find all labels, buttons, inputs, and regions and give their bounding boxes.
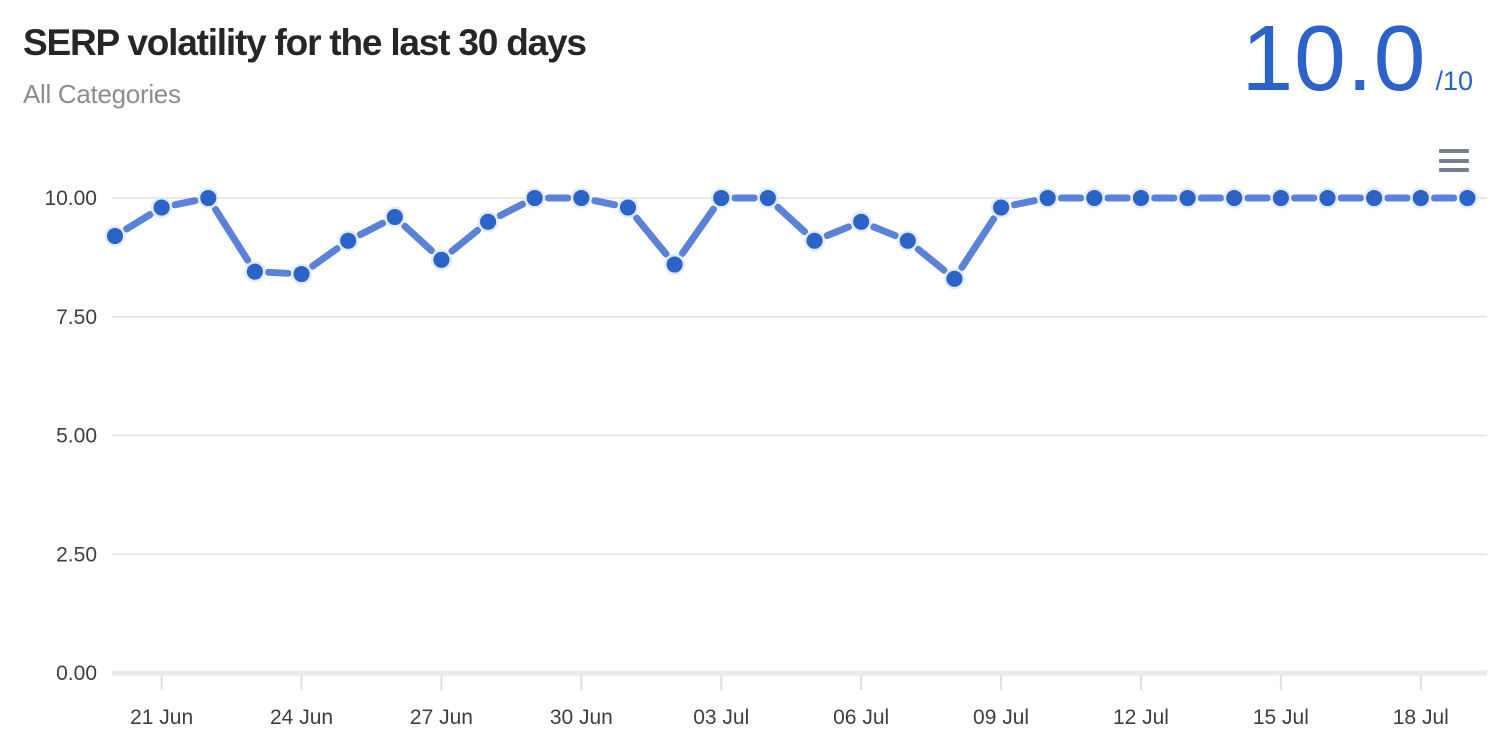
y-axis-tick-label: 10.00 bbox=[44, 187, 97, 210]
line-segment bbox=[251, 268, 306, 278]
data-point[interactable] bbox=[803, 230, 826, 252]
page-subtitle: All Categories bbox=[23, 78, 181, 109]
x-axis-tick-label: 21 Jun bbox=[130, 706, 193, 729]
score-denominator: /10 bbox=[1435, 66, 1473, 96]
line-segment bbox=[298, 237, 352, 278]
chart-menu-button[interactable] bbox=[1439, 149, 1469, 172]
widget-header: SERP volatility for the last 30 days All… bbox=[23, 22, 587, 110]
line-segment bbox=[158, 194, 212, 211]
data-point[interactable] bbox=[1270, 187, 1292, 209]
data-point[interactable] bbox=[1223, 187, 1245, 209]
data-point[interactable] bbox=[244, 261, 266, 283]
data-point[interactable] bbox=[943, 268, 965, 290]
data-point[interactable] bbox=[1410, 187, 1432, 209]
y-axis-tick-label: 2.50 bbox=[56, 543, 97, 566]
data-point[interactable] bbox=[430, 249, 452, 271]
line-segment bbox=[950, 204, 1005, 283]
data-point[interactable] bbox=[617, 196, 639, 219]
line-segment bbox=[997, 194, 1052, 211]
data-point[interactable] bbox=[337, 230, 359, 252]
line-segment bbox=[484, 194, 539, 226]
y-axis-tick-label: 7.50 bbox=[56, 306, 97, 329]
data-point[interactable] bbox=[477, 211, 499, 233]
data-point[interactable] bbox=[1363, 187, 1385, 209]
x-axis-tick-label: 30 Jun bbox=[550, 706, 613, 729]
data-point[interactable] bbox=[850, 211, 872, 233]
data-point[interactable] bbox=[1037, 187, 1059, 209]
data-point[interactable] bbox=[290, 263, 313, 285]
line-segment bbox=[811, 218, 865, 245]
x-axis-tick-label: 09 Jul bbox=[973, 706, 1029, 729]
data-point[interactable] bbox=[1456, 187, 1478, 209]
data-point[interactable] bbox=[990, 196, 1012, 219]
x-axis-tick-label: 27 Jun bbox=[410, 706, 473, 729]
page-title: SERP volatility for the last 30 days bbox=[23, 22, 587, 63]
hamburger-menu-icon bbox=[1439, 149, 1469, 172]
data-point[interactable] bbox=[524, 187, 546, 209]
line-segment bbox=[577, 194, 632, 211]
data-point[interactable] bbox=[384, 206, 406, 228]
line-segment bbox=[857, 218, 912, 245]
volatility-score: 10.0 /10 bbox=[1241, 6, 1473, 110]
x-axis-tick-label: 15 Jul bbox=[1253, 706, 1309, 729]
line-segment bbox=[204, 194, 259, 276]
data-point[interactable] bbox=[570, 187, 592, 209]
line-segment bbox=[624, 204, 679, 268]
line-segment bbox=[671, 194, 725, 268]
data-point[interactable] bbox=[710, 187, 732, 209]
x-axis-tick-label: 24 Jun bbox=[270, 706, 333, 729]
data-point[interactable] bbox=[1177, 187, 1199, 209]
data-point[interactable] bbox=[197, 187, 219, 209]
data-point[interactable] bbox=[104, 225, 126, 247]
data-point[interactable] bbox=[897, 230, 919, 252]
data-point[interactable] bbox=[664, 253, 686, 276]
x-axis-tick-label: 06 Jul bbox=[833, 706, 889, 729]
line-segment bbox=[111, 204, 166, 240]
x-axis-tick-label: 18 Jul bbox=[1393, 706, 1449, 729]
line-segment bbox=[344, 213, 399, 245]
y-axis-tick-label: 5.00 bbox=[56, 425, 97, 448]
data-point[interactable] bbox=[1083, 187, 1105, 209]
x-axis-tick-label: 03 Jul bbox=[693, 706, 749, 729]
data-point[interactable] bbox=[151, 196, 173, 219]
data-point[interactable] bbox=[1316, 187, 1339, 209]
y-axis-tick-label: 0.00 bbox=[56, 662, 97, 685]
x-axis-tick-label: 12 Jul bbox=[1113, 706, 1169, 729]
score-value: 10.0 bbox=[1241, 6, 1427, 110]
data-point[interactable] bbox=[1130, 187, 1152, 209]
data-point[interactable] bbox=[757, 187, 779, 209]
